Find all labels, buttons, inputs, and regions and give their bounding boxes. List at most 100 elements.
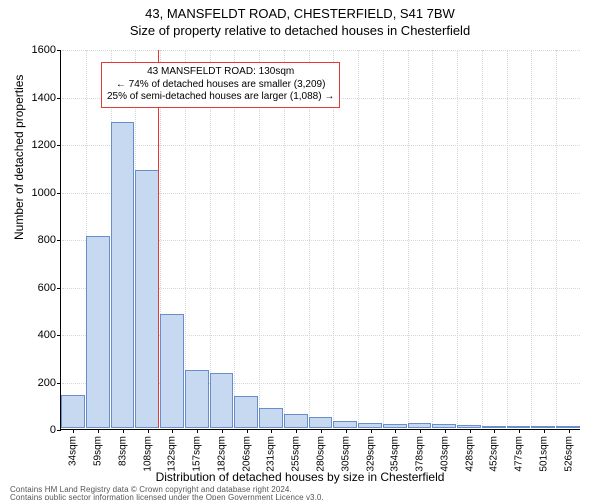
gridline-v [556, 50, 557, 428]
y-tick-mark [57, 288, 61, 289]
histogram-bar [507, 426, 531, 428]
annotation-line-3: 25% of semi-detached houses are larger (… [107, 91, 334, 104]
x-tick-label: 403sqm [439, 436, 450, 472]
histogram-bar [556, 426, 580, 428]
x-axis-label: Distribution of detached houses by size … [0, 470, 600, 484]
x-tick-label: 452sqm [489, 436, 500, 472]
x-tick-mark [98, 429, 99, 433]
x-tick-mark [371, 429, 372, 433]
y-tick-mark [57, 193, 61, 194]
gridline-v [507, 50, 508, 428]
x-tick-mark [544, 429, 545, 433]
x-tick-label: 526sqm [563, 436, 574, 472]
histogram-bar [160, 314, 184, 428]
y-tick-mark [57, 430, 61, 431]
x-tick-mark [172, 429, 173, 433]
histogram-bar [185, 370, 209, 428]
histogram-bar [358, 423, 382, 428]
x-tick-mark [321, 429, 322, 433]
gridline-v [482, 50, 483, 428]
footer-line-2: Contains public sector information licen… [10, 493, 324, 500]
x-tick-label: 280sqm [316, 436, 327, 472]
x-tick-label: 255sqm [291, 436, 302, 472]
histogram-bar [61, 395, 85, 428]
titles: 43, MANSFELDT ROAD, CHESTERFIELD, S41 7B… [0, 0, 600, 40]
histogram-bar [135, 170, 159, 428]
x-tick-label: 231sqm [266, 436, 277, 472]
x-tick-label: 501sqm [538, 436, 549, 472]
histogram-bar [333, 421, 357, 428]
y-tick-label: 200 [16, 377, 56, 389]
x-tick-label: 59sqm [93, 436, 104, 466]
histogram-bar [531, 426, 555, 428]
y-tick-mark [57, 335, 61, 336]
histogram-bar [259, 408, 283, 428]
histogram-bar [309, 417, 333, 428]
gridline-h [62, 145, 580, 146]
y-tick-mark [57, 50, 61, 51]
title-line-2: Size of property relative to detached ho… [0, 23, 600, 40]
y-tick-label: 800 [16, 234, 56, 246]
gridline-v [531, 50, 532, 428]
y-tick-label: 600 [16, 282, 56, 294]
annotation-box: 43 MANSFELDT ROAD: 130sqm← 74% of detach… [101, 62, 340, 108]
histogram-bar [432, 424, 456, 428]
y-tick-label: 0 [16, 424, 56, 436]
x-tick-mark [346, 429, 347, 433]
x-tick-mark [470, 429, 471, 433]
annotation-line-1: 43 MANSFELDT ROAD: 130sqm [107, 66, 334, 79]
chart-wrapper: 43, MANSFELDT ROAD, CHESTERFIELD, S41 7B… [0, 0, 600, 500]
histogram-bar [210, 373, 234, 428]
x-tick-label: 182sqm [216, 436, 227, 472]
x-tick-label: 378sqm [415, 436, 426, 472]
x-tick-mark [222, 429, 223, 433]
x-tick-label: 157sqm [192, 436, 203, 472]
x-tick-mark [519, 429, 520, 433]
x-tick-mark [123, 429, 124, 433]
plot-region: 34sqm59sqm83sqm108sqm132sqm157sqm182sqm2… [60, 50, 580, 430]
x-tick-label: 477sqm [514, 436, 525, 472]
histogram-bar [234, 396, 258, 428]
gridline-v [408, 50, 409, 428]
gridline-v [383, 50, 384, 428]
gridline-v [432, 50, 433, 428]
y-tick-label: 1400 [16, 92, 56, 104]
x-tick-label: 34sqm [68, 436, 79, 466]
x-tick-mark [271, 429, 272, 433]
x-tick-label: 329sqm [365, 436, 376, 472]
histogram-bar [383, 424, 407, 428]
y-tick-label: 1000 [16, 187, 56, 199]
x-tick-label: 108sqm [142, 436, 153, 472]
histogram-bar [408, 423, 432, 428]
x-tick-label: 132sqm [167, 436, 178, 472]
y-tick-mark [57, 240, 61, 241]
y-tick-mark [57, 145, 61, 146]
x-tick-label: 206sqm [241, 436, 252, 472]
histogram-bar [457, 425, 481, 428]
x-tick-mark [296, 429, 297, 433]
x-tick-mark [445, 429, 446, 433]
x-tick-mark [148, 429, 149, 433]
x-tick-label: 83sqm [117, 436, 128, 466]
x-tick-mark [395, 429, 396, 433]
x-tick-label: 354sqm [390, 436, 401, 472]
y-tick-label: 1200 [16, 139, 56, 151]
histogram-bar [86, 236, 110, 428]
x-tick-mark [73, 429, 74, 433]
chart-area: 34sqm59sqm83sqm108sqm132sqm157sqm182sqm2… [60, 50, 580, 430]
y-tick-label: 1600 [16, 44, 56, 56]
x-tick-mark [494, 429, 495, 433]
gridline-v [358, 50, 359, 428]
x-tick-label: 428sqm [464, 436, 475, 472]
x-tick-mark [420, 429, 421, 433]
y-tick-mark [57, 383, 61, 384]
gridline-v [457, 50, 458, 428]
histogram-bar [111, 122, 135, 428]
annotation-line-2: ← 74% of detached houses are smaller (3,… [107, 79, 334, 92]
x-tick-mark [247, 429, 248, 433]
x-tick-mark [197, 429, 198, 433]
title-line-1: 43, MANSFELDT ROAD, CHESTERFIELD, S41 7B… [0, 6, 600, 23]
y-tick-mark [57, 98, 61, 99]
x-tick-label: 305sqm [340, 436, 351, 472]
y-tick-label: 400 [16, 329, 56, 341]
